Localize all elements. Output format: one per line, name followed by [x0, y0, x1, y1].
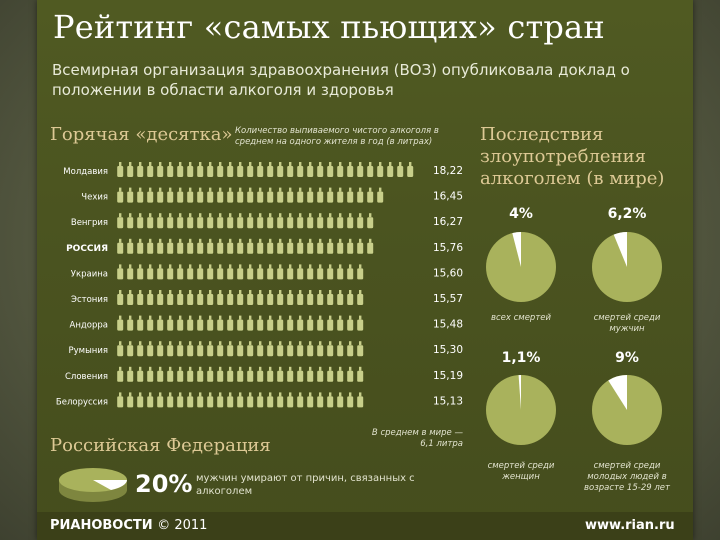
pie-caption: смертей среди женщин	[488, 461, 555, 482]
bar-value-label: 15,57	[433, 293, 463, 305]
bar-value-label: 16,45	[433, 191, 463, 203]
pie-slice	[613, 232, 627, 267]
bar-category-label: Андорра	[70, 321, 108, 331]
brand-logo: РИАНОВОСТИ © 2011	[50, 518, 207, 533]
copyright: © 2011	[157, 518, 208, 533]
bottle-bar	[117, 238, 374, 254]
bar-category-label: Эстония	[71, 295, 108, 305]
bar-category-label: Белоруссия	[56, 397, 108, 407]
bar-value-label: 15,76	[433, 242, 463, 254]
bottle-bar	[117, 315, 364, 331]
bottle-bar	[117, 341, 364, 357]
slide-subtitle: Всемирная организация здравоохранения (В…	[52, 61, 630, 99]
world-average-note: В среднем в мире — 6,1 литра	[371, 428, 463, 449]
russia-text: мужчин умирают от причин, связанных с ал…	[196, 473, 415, 497]
ranking-heading: Горячая «десятка»	[50, 124, 233, 145]
bar-category-label: РОССИЯ	[66, 244, 108, 254]
brand-name: РИАНОВОСТИ	[50, 518, 153, 533]
slide-title: Рейтинг «самых пьющих» стран	[53, 8, 605, 46]
pie-caption: смертей среди мужчин	[594, 313, 661, 334]
bar-category-label: Украина	[71, 269, 108, 279]
infographic-panel	[37, 0, 693, 540]
pie-slice	[512, 232, 521, 267]
pie-slice	[608, 375, 627, 410]
bar-value-label: 15,30	[433, 344, 463, 356]
russia-heading: Российская Федерация	[50, 435, 271, 456]
pie-percent-label: 1,1%	[502, 350, 541, 366]
bottle-bar	[117, 392, 364, 408]
footer-bar	[37, 512, 693, 540]
bar-value-label: 16,27	[433, 216, 463, 228]
bottle-bar	[117, 366, 364, 382]
bar-category-label: Венгрия	[71, 218, 108, 228]
bar-value-label: 15,13	[433, 395, 463, 407]
bottle-bar	[117, 162, 414, 177]
bar-category-label: Румыния	[69, 346, 108, 356]
pie-caption: смертей среди молодых людей в возрасте 15-…	[584, 461, 671, 493]
russia-pie	[59, 468, 127, 502]
bar-value-label: 15,48	[433, 319, 463, 331]
pie-percent-label: 4%	[509, 206, 533, 222]
bar-category-label: Молдавия	[63, 167, 108, 177]
bottle-bar	[117, 187, 384, 203]
bar-value-label: 18,22	[433, 165, 463, 177]
pie-caption: всех смертей	[491, 313, 552, 323]
pie-percent-label: 9%	[615, 350, 639, 366]
bottle-bar	[117, 290, 364, 305]
bottle-bar	[117, 264, 364, 280]
pie-percent-label: 6,2%	[608, 206, 647, 222]
consequences-heading: Последствия злоупотребления алкоголем (в…	[480, 124, 665, 189]
pie-slice	[518, 375, 521, 410]
bar-category-label: Чехия	[81, 193, 108, 203]
bar-category-label: Словения	[65, 372, 108, 382]
russia-pie-slice	[93, 480, 127, 490]
site-link[interactable]: www.rian.ru	[585, 518, 675, 533]
bottle-bar	[117, 213, 374, 229]
russia-percent: 20%	[135, 470, 193, 498]
bar-value-label: 15,60	[433, 267, 463, 279]
ranking-note: Количество выпиваемого чистого алкоголя …	[235, 126, 439, 147]
bar-value-label: 15,19	[433, 370, 463, 382]
